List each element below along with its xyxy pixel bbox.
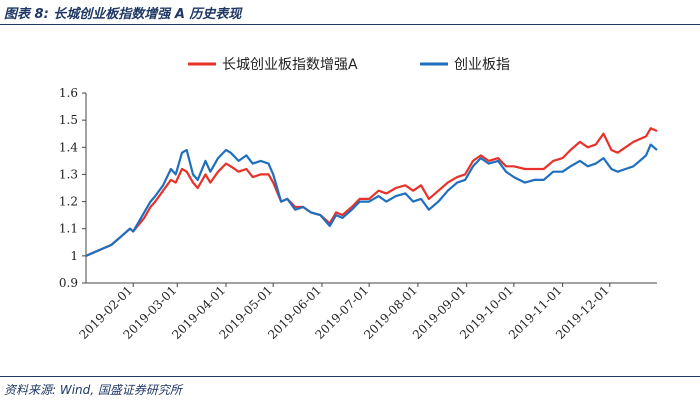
y-tick-label: 1.2 [59, 195, 78, 209]
legend-label-1: 长城创业板指数增强A [222, 57, 358, 73]
bottom-rule [0, 376, 700, 377]
line-chart: 0.911.11.21.31.41.51.62019-02-012019-03-… [59, 57, 658, 342]
y-tick-label: 1.3 [59, 167, 78, 181]
y-tick-label: 1.6 [59, 86, 78, 100]
y-tick-label: 1.5 [59, 113, 78, 127]
series-line-2 [85, 143, 658, 257]
y-tick-label: 1.4 [59, 140, 78, 154]
top-rule [0, 24, 700, 25]
y-tick-label: 1.1 [59, 222, 78, 236]
source-note: 资料来源: Wind, 国盛证券研究所 [4, 383, 182, 397]
legend-label-2: 创业板指 [454, 57, 510, 73]
figure-title: 图表 8: 长城创业板指数增强 A 历史表现 [4, 7, 242, 22]
series-line-1 [85, 127, 658, 257]
y-tick-label: 1 [70, 249, 78, 263]
y-tick-label: 0.9 [59, 276, 78, 290]
